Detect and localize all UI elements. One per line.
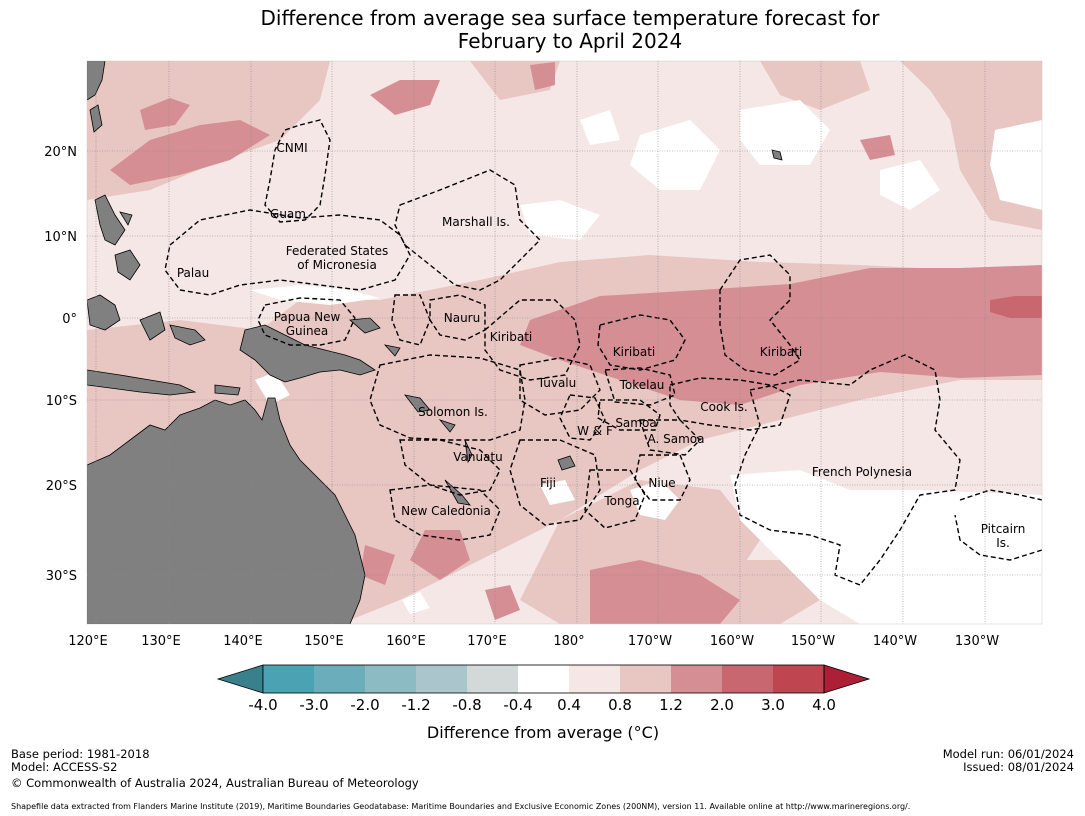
colorbar-bin	[314, 665, 365, 693]
colorbar-bin	[216, 664, 264, 694]
region-label-fsm: Federated States	[286, 244, 388, 258]
footer-right: Model run: 06/01/2024 Issued: 08/01/2024	[943, 748, 1074, 774]
lon-tick-label: 130°E	[141, 634, 181, 649]
lat-tick-label: 20°S	[46, 479, 77, 494]
region-label-tuvalu: Tuvalu	[537, 376, 577, 390]
map-title-line2: February to April 2024	[457, 29, 683, 53]
lon-tick-label: 160°W	[710, 634, 754, 649]
colorbar-tick-label: 0.4	[557, 696, 581, 714]
model-name: Model: ACCESS-S2	[11, 760, 118, 774]
land-australia	[87, 397, 366, 624]
region-label-fiji: Fiji	[540, 476, 556, 490]
lon-tick-label: 120°E	[68, 634, 108, 649]
lat-tick-label: 20°N	[44, 145, 77, 160]
region-label-tokelau: Tokelau	[619, 378, 665, 392]
region-label-kiribati-c: Kiribati	[613, 345, 655, 359]
colorbar-bin	[263, 665, 314, 693]
anomaly-band-near-normal	[250, 100, 1042, 624]
map-title: Difference from average sea surface temp…	[0, 7, 1085, 53]
lon-tick-label: 130°W	[955, 634, 999, 649]
lon-tick-label: 140°E	[223, 634, 263, 649]
land-indonesia	[87, 294, 121, 331]
region-label-nauru: Nauru	[444, 311, 480, 325]
map-plot-area	[87, 61, 1042, 624]
lat-tick-label: 0°	[62, 312, 77, 327]
anomaly-band-2.0-3.0	[990, 296, 1042, 318]
colorbar-bin	[620, 665, 671, 693]
region-label-wf: W & F	[577, 424, 613, 438]
region-label-kiribati-w: Kiribati	[490, 330, 532, 344]
latitude-axis: 20°N 10°N 0° 10°S 20°S 30°S	[44, 145, 77, 584]
colorbar-tick-label: -0.4	[503, 696, 532, 714]
colorbar-tick-label: 3.0	[761, 696, 785, 714]
colorbar-legend: -4.0 -3.0 -2.0 -1.2 -0.8 -0.4 0.4 0.8 1.2 2.0 3.0 4…	[216, 664, 871, 742]
region-label-png: Guinea	[286, 324, 329, 338]
region-label-pitcairn: Is.	[996, 536, 1010, 550]
colorbar-bin	[365, 665, 416, 693]
region-label-solomon: Solomon Is.	[418, 405, 488, 419]
colorbar-tick-label: 0.8	[608, 696, 632, 714]
region-label-samoa: Samoa	[615, 416, 656, 430]
land-philippines	[94, 194, 126, 246]
colorbar-bin	[569, 665, 620, 693]
lon-tick-label: 170°E	[467, 634, 507, 649]
lon-tick-label: 170°W	[628, 634, 672, 649]
region-label-newcal: New Caledonia	[401, 504, 491, 518]
eez-boundaries	[164, 119, 1042, 586]
colorbar-tick-label: 4.0	[812, 696, 836, 714]
region-label-niue: Niue	[648, 476, 675, 490]
lon-tick-label: 180°	[553, 634, 584, 649]
region-label-cook: Cook Is.	[700, 400, 747, 414]
region-label-guam: Guam	[270, 207, 306, 221]
lon-tick-label: 140°W	[873, 634, 917, 649]
lon-tick-label: 150°E	[304, 634, 344, 649]
region-label-vanuatu: Vanuatu	[453, 450, 503, 464]
colorbar-bin	[773, 665, 824, 693]
region-label-pitcairn: Pitcairn	[981, 522, 1026, 536]
region-label-fsm: of Micronesia	[297, 258, 377, 272]
base-period: Base period: 1981-2018	[11, 747, 150, 761]
copyright: © Commonwealth of Australia 2024, Austra…	[11, 776, 419, 790]
colorbar-tick-label: 1.2	[659, 696, 683, 714]
footer-left: Base period: 1981-2018 Model: ACCESS-S2 …	[11, 748, 419, 790]
map-frame	[86, 60, 1043, 625]
region-label-tonga: Tonga	[603, 494, 639, 508]
region-label-marshall: Marshall Is.	[442, 215, 510, 229]
colorbar-bin	[467, 665, 518, 693]
region-label-png: Papua New	[274, 310, 341, 324]
region-label-palau: Palau	[177, 266, 209, 280]
model-run: Model run: 06/01/2024	[942, 747, 1074, 761]
anomaly-band-1.2-2.0	[110, 62, 1042, 624]
issued-date: Issued: 08/01/2024	[963, 760, 1074, 774]
region-label-kiribati-e: Kiribati	[760, 345, 802, 359]
lat-tick-label: 30°S	[46, 569, 77, 584]
lon-tick-label: 160°E	[386, 634, 426, 649]
region-label-frenchpoly: French Polynesia	[812, 465, 912, 479]
colorbar-tick-label: -1.2	[401, 696, 430, 714]
graticule	[87, 61, 1042, 624]
lon-tick-label: 150°W	[791, 634, 835, 649]
colorbar-bin	[518, 665, 569, 693]
colorbar-tick-label: -4.0	[248, 696, 277, 714]
colorbar-bin	[823, 664, 871, 694]
map-title-line1: Difference from average sea surface temp…	[260, 6, 880, 30]
shapefile-note: Shapefile data extracted from Flanders M…	[11, 802, 911, 811]
colorbar-bin	[416, 665, 467, 693]
colorbar-bin	[722, 665, 773, 693]
longitude-axis: 120°E 130°E 140°E 150°E 160°E 170°E 180° 170°W 1…	[68, 634, 999, 649]
region-label-asamoa: A. Samoa	[648, 432, 705, 446]
colorbar-tick-label: 2.0	[710, 696, 734, 714]
colorbar-title: Difference from average (°C)	[427, 723, 659, 742]
colorbar-tick-label: -3.0	[299, 696, 328, 714]
colorbar-outline	[262, 664, 825, 694]
lat-tick-label: 10°N	[44, 230, 77, 245]
region-label-cnmi: CNMI	[276, 141, 307, 155]
colorbar-tick-label: -0.8	[452, 696, 481, 714]
colorbar-bin	[671, 665, 722, 693]
lat-tick-label: 10°S	[46, 394, 77, 409]
colorbar-tick-label: -2.0	[350, 696, 379, 714]
